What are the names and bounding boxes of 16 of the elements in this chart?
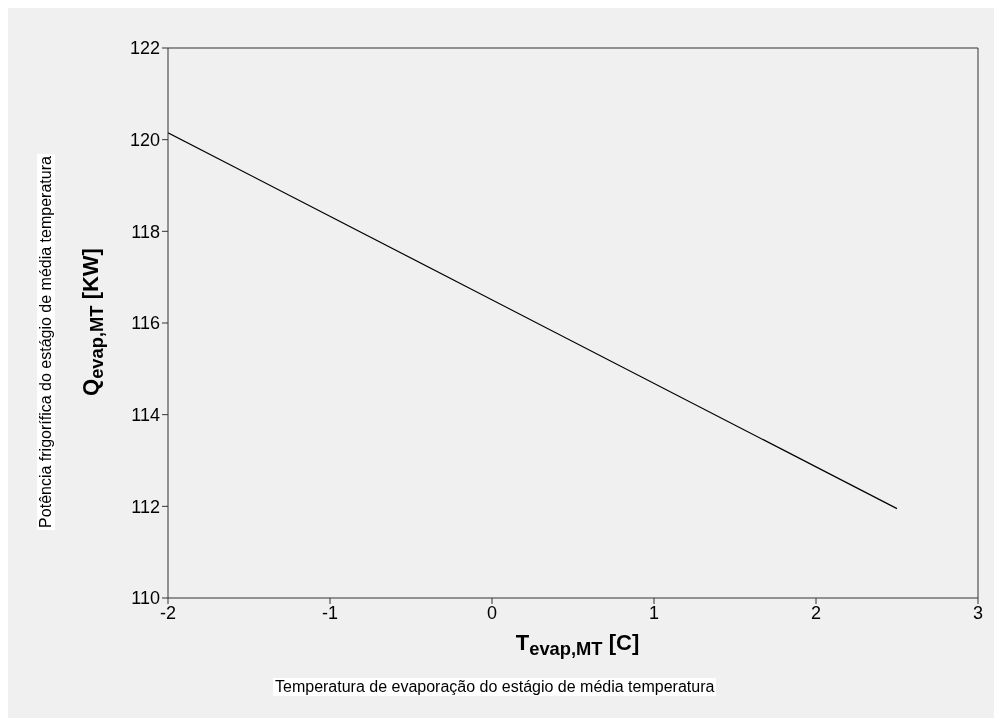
- x-tick-label: -1: [321, 602, 339, 623]
- y-tick-label: 110: [131, 588, 160, 609]
- x-tick-label: 1: [648, 602, 660, 623]
- y-tick-label: 114: [131, 405, 160, 426]
- text: Potência frigorífica do estágio de média temperatura: [37, 154, 55, 530]
- text: Temperatura de evaporação do estágio de média temperatura: [273, 678, 717, 696]
- x-axis-title: T$_{evap,MT}$ [C]: [514, 630, 641, 661]
- x-tick-label: 0: [486, 602, 498, 623]
- x-tick-label: 3: [972, 602, 984, 623]
- x-tick-label: 2: [810, 602, 822, 623]
- y-tick-label: 120: [129, 130, 160, 151]
- x-tick-label: -2: [159, 602, 177, 623]
- y-tick-label: 122: [129, 38, 160, 59]
- y-tick-label: 118: [131, 221, 160, 242]
- y-tick-label: 116: [131, 313, 160, 334]
- y-tick-label: 112: [131, 496, 160, 517]
